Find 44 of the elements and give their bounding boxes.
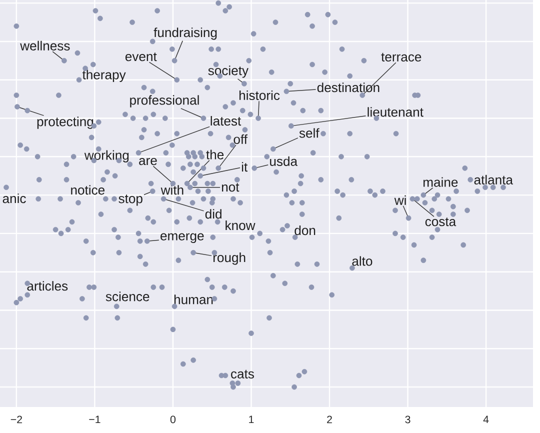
annotation: articles xyxy=(27,281,68,291)
annotation: off xyxy=(234,134,248,144)
annotation: the xyxy=(206,150,224,160)
annotation: alto xyxy=(352,256,372,266)
annotation: it xyxy=(242,162,248,172)
x-tick-label: 4 xyxy=(483,416,489,424)
annotation: with xyxy=(160,185,184,195)
annotation: event xyxy=(125,52,157,62)
annotation: fundraising xyxy=(154,28,217,40)
annotation: professional xyxy=(130,95,199,108)
annotation: wellness xyxy=(20,40,70,50)
annotation: working xyxy=(84,150,129,162)
annotation: know xyxy=(226,220,256,230)
x-tick-label: 3 xyxy=(405,416,410,424)
annotation: self xyxy=(299,128,320,138)
annotation: emerge xyxy=(160,233,204,244)
annotation: latest xyxy=(210,116,242,126)
annotation: lieutenant xyxy=(368,107,424,117)
annotation: are xyxy=(139,158,157,166)
x-tick-label: 1 xyxy=(249,416,254,424)
annotation: maine xyxy=(424,177,458,187)
annotation: not xyxy=(222,183,240,192)
annotation: don xyxy=(294,225,316,236)
annotation: notice xyxy=(71,185,105,195)
x-tick-label: 2 xyxy=(327,416,332,424)
annotation: society xyxy=(208,66,248,78)
annotation: anic xyxy=(2,194,26,204)
annotation: protecting xyxy=(37,116,94,129)
x-tick-label: −2 xyxy=(10,416,22,424)
annotation: human xyxy=(174,294,213,304)
x-tick-label: 0 xyxy=(170,416,176,424)
annotation: cats xyxy=(231,370,254,378)
x-tick-label: −1 xyxy=(89,416,100,424)
annotation: therapy xyxy=(82,70,126,82)
annotation: terrace xyxy=(381,52,422,62)
annotation: did xyxy=(205,209,222,219)
annotation: costa xyxy=(425,218,456,226)
annotation: stop xyxy=(118,194,142,206)
annotation: usda xyxy=(270,156,298,166)
annotation: wi xyxy=(394,195,406,205)
annotation: atlanta xyxy=(474,174,514,184)
annotation: rough xyxy=(213,252,246,265)
annotation: historic xyxy=(239,90,280,100)
annotation: science xyxy=(106,292,150,302)
